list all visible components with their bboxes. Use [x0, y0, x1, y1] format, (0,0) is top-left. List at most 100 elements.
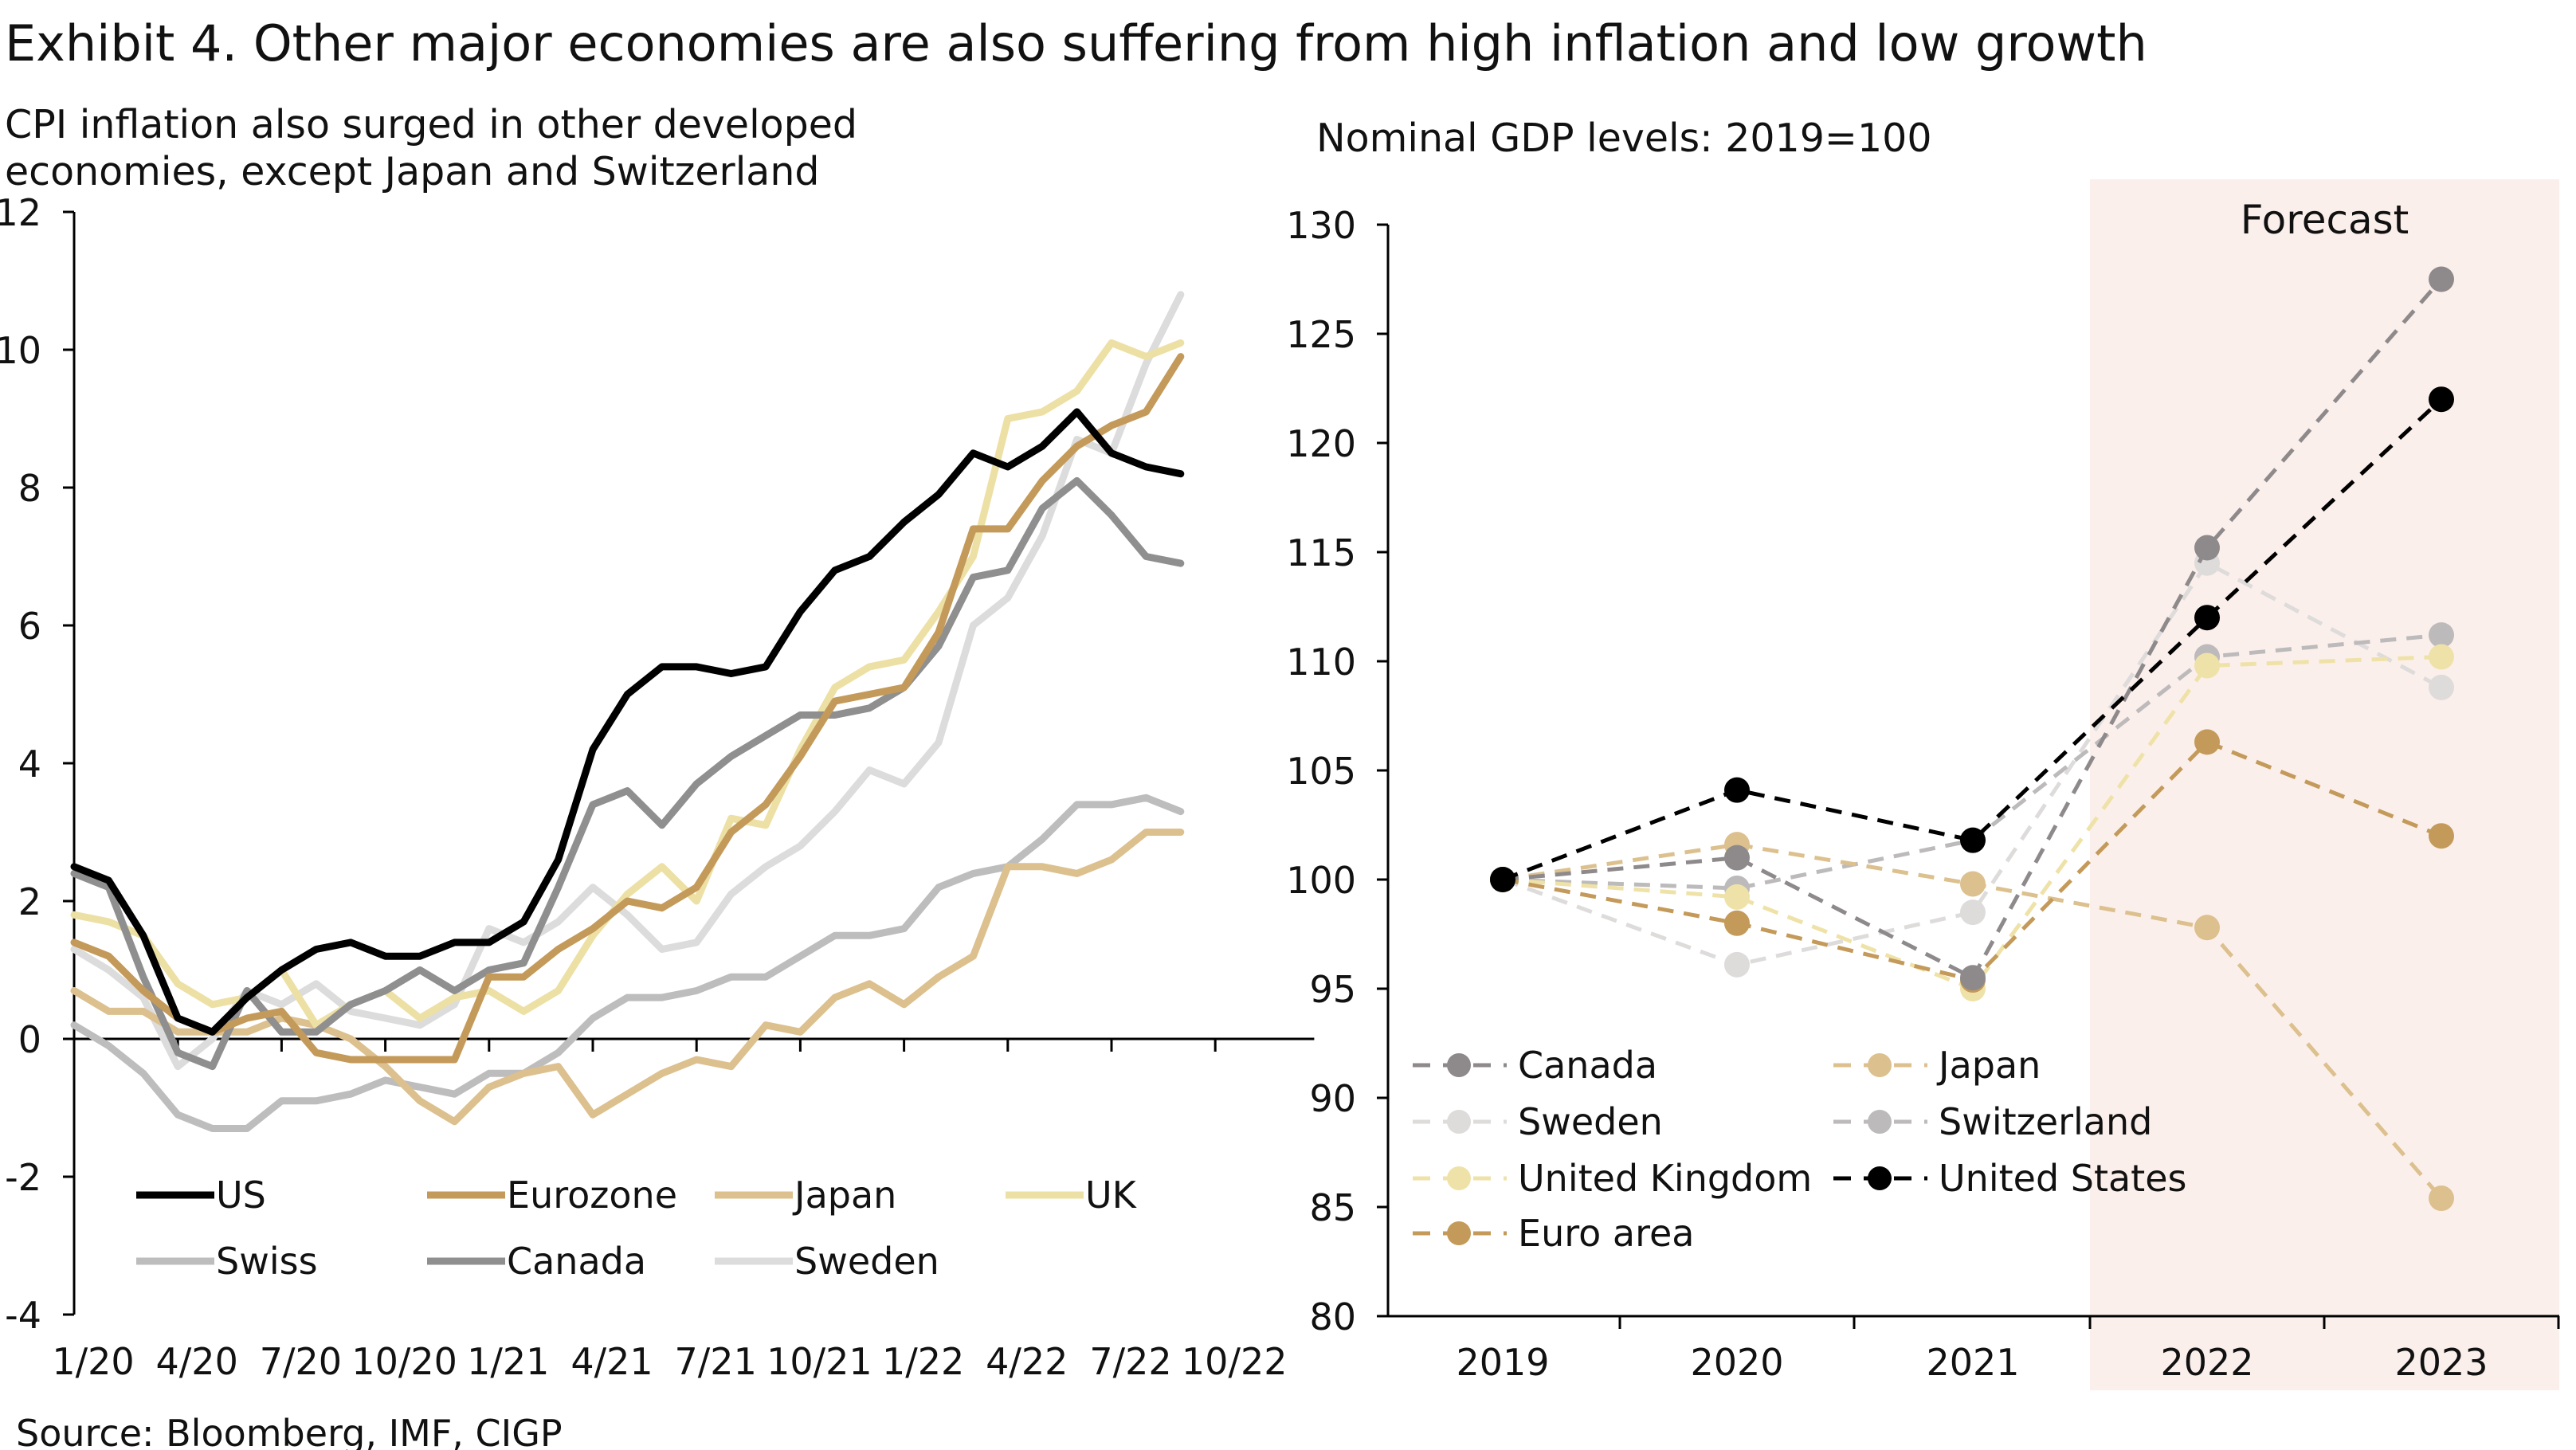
- legend-marker: [1447, 1166, 1471, 1190]
- data-point-sweden: [2429, 674, 2454, 700]
- data-point-canada: [1724, 845, 1750, 871]
- x-tick-label: 2021: [1926, 1341, 2019, 1384]
- legend-marker: [1447, 1221, 1471, 1245]
- y-tick-label: 2: [18, 880, 41, 923]
- series-line-swiss: [70, 794, 1185, 1132]
- x-tick-label: 10/22: [1182, 1340, 1288, 1383]
- legend-item-japan: Japan: [715, 1174, 896, 1217]
- y-tick-label: 90: [1309, 1077, 1356, 1120]
- y-tick-label: 100: [1286, 859, 1356, 902]
- legend-item-united-states: United States: [1833, 1157, 2187, 1200]
- legend-label: Canada: [507, 1240, 646, 1283]
- data-point-united-states: [2194, 605, 2220, 631]
- legend-label: Switzerland: [1939, 1100, 2152, 1143]
- y-tick-label: 80: [1309, 1295, 1356, 1338]
- forecast-shade: [2090, 179, 2559, 1390]
- data-point-united-kingdom: [2429, 644, 2454, 670]
- series-line-eurozone: [70, 353, 1185, 1064]
- x-tick-label: 2023: [2394, 1341, 2488, 1384]
- data-point-canada: [1960, 965, 1986, 991]
- legend-item-switzerland: Switzerland: [1833, 1100, 2152, 1143]
- data-point-sweden: [1724, 951, 1750, 978]
- y-tick-label: 6: [18, 605, 41, 648]
- y-tick-label: 0: [18, 1018, 41, 1061]
- legend-item-canada: Canada: [1413, 1044, 1657, 1087]
- legend-marker: [1447, 1053, 1471, 1077]
- cpi-subtitle-line2: economies, except Japan and Switzerland: [5, 149, 820, 194]
- legend-item-sweden: Sweden: [715, 1240, 939, 1283]
- forecast-label: Forecast: [2241, 197, 2409, 243]
- gdp-subtitle: Nominal GDP levels: 2019=100: [1316, 116, 1932, 161]
- data-point-euro-area: [1724, 910, 1750, 936]
- y-tick-label: 12: [0, 191, 41, 234]
- data-point-united-states: [1490, 867, 1515, 892]
- y-tick-label: -2: [5, 1156, 41, 1199]
- x-tick-label: 1/20: [52, 1340, 134, 1383]
- data-point-japan: [1960, 871, 1986, 897]
- data-point-united-states: [2429, 386, 2454, 413]
- legend-item-euro-area: Euro area: [1413, 1212, 1694, 1255]
- x-tick-label: 2020: [1690, 1341, 1783, 1384]
- data-point-united-states: [1960, 827, 1986, 853]
- gdp-chart: Forecast 80 85 90 95 100 105 110 115 120 125 130 201…: [1286, 179, 2560, 1390]
- legend-label: United Kingdom: [1518, 1157, 1812, 1200]
- y-tick-label: 115: [1286, 531, 1356, 574]
- data-point-euro-area: [2429, 823, 2454, 849]
- data-point-euro-area: [2194, 729, 2220, 755]
- legend-label: US: [216, 1174, 266, 1217]
- legend-item-us: US: [136, 1174, 266, 1217]
- legend-label: Japan: [792, 1174, 896, 1217]
- x-tick-label: 10/20: [351, 1340, 457, 1383]
- series-line-uk: [70, 339, 1185, 1029]
- legend-label: Japan: [1936, 1044, 2041, 1087]
- data-point-sweden: [1960, 899, 1986, 926]
- x-tick-label: 2019: [1456, 1341, 1549, 1384]
- y-tick-label: 105: [1286, 750, 1356, 793]
- x-tick-label: 2022: [2160, 1341, 2253, 1384]
- y-tick-label: 125: [1286, 313, 1356, 356]
- legend-item-united-kingdom: United Kingdom: [1413, 1157, 1812, 1200]
- y-tick-label: 110: [1286, 641, 1356, 684]
- legend-item-sweden: Sweden: [1413, 1100, 1663, 1143]
- y-tick-label: 130: [1286, 204, 1356, 247]
- exhibit-title: Exhibit 4. Other major economies are als…: [5, 14, 2147, 72]
- x-tick-label: 1/22: [882, 1340, 964, 1383]
- legend-item-japan: Japan: [1833, 1044, 2041, 1087]
- x-tick-label: 10/21: [767, 1340, 872, 1383]
- series-line-japan: [70, 829, 1185, 1126]
- source-note: Source: Bloomberg, IMF, CIGP: [16, 1412, 563, 1450]
- y-tick-label: 120: [1286, 422, 1356, 465]
- cpi-chart: -4 -2 0 2 4 6 8 10 12 1/20 4/20 7/20 10/20 1/21 4/21 7/…: [0, 191, 1315, 1383]
- data-point-united-states: [1724, 777, 1750, 803]
- y-tick-label: 10: [0, 329, 41, 372]
- legend-label: Euro area: [1518, 1212, 1694, 1255]
- y-tick-label: 8: [18, 467, 41, 510]
- y-tick-label: 85: [1309, 1186, 1356, 1229]
- series-line-united-states: [1502, 398, 2443, 882]
- y-tick-label: 95: [1309, 968, 1356, 1011]
- data-point-united-kingdom: [1724, 884, 1750, 910]
- legend-item-swiss: Swiss: [136, 1240, 318, 1283]
- legend-marker: [1868, 1110, 1892, 1134]
- legend-label: United States: [1939, 1157, 2187, 1200]
- legend-label: Eurozone: [507, 1174, 677, 1217]
- x-tick-label: 4/21: [570, 1340, 653, 1383]
- x-tick-label: 7/22: [1089, 1340, 1171, 1383]
- x-tick-label: 7/21: [675, 1340, 757, 1383]
- data-point-united-kingdom: [2194, 652, 2220, 679]
- legend-marker: [1447, 1110, 1471, 1134]
- series-line-us: [70, 408, 1185, 1036]
- legend-label: Swiss: [216, 1240, 318, 1283]
- y-tick-label: -4: [5, 1294, 41, 1337]
- x-tick-label: 4/20: [156, 1340, 238, 1383]
- legend-item-eurozone: Eurozone: [427, 1174, 677, 1217]
- legend-label: Sweden: [1518, 1100, 1663, 1143]
- series-line-canada: [70, 476, 1185, 1071]
- legend-label: Canada: [1518, 1044, 1657, 1087]
- data-point-canada: [2194, 535, 2220, 561]
- data-point-switzerland: [2429, 622, 2454, 649]
- x-tick-label: 1/21: [467, 1340, 549, 1383]
- y-tick-label: 4: [18, 743, 41, 786]
- data-point-japan: [2429, 1185, 2454, 1212]
